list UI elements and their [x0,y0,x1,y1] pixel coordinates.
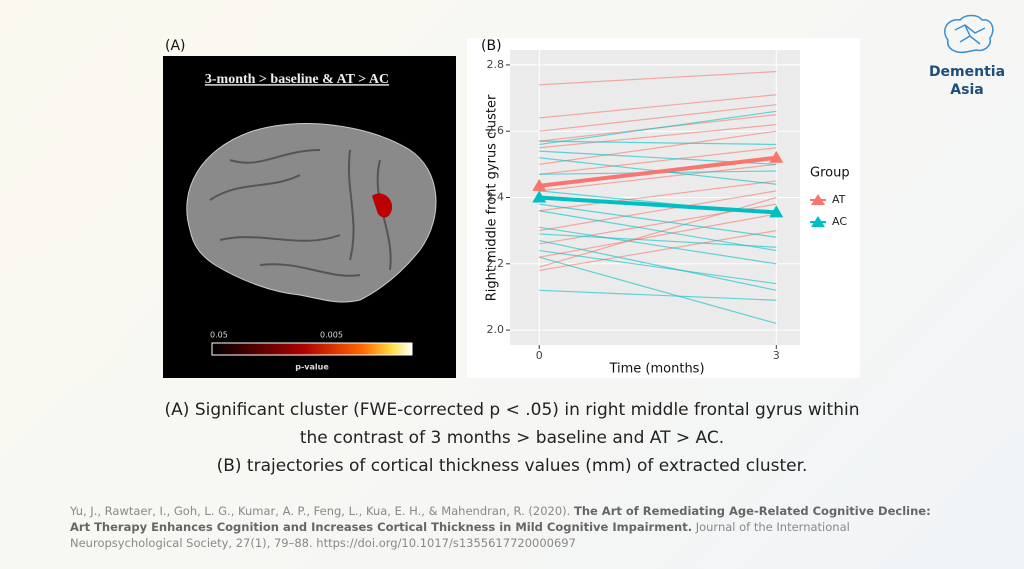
individual-line [539,233,777,248]
y-tick-label: 2.8 [487,58,505,71]
panel-title: 3-month > baseline & AT > AC [205,72,389,87]
mean-point [532,190,547,203]
individual-line [539,240,777,291]
colorbar-label: 0.005 [320,331,343,340]
individual-line [539,147,777,175]
x-tick-label: 0 [536,349,543,362]
caption: (A) Significant cluster (FWE-corrected p… [164,400,860,420]
caption: the contrast of 3 months > baseline and … [299,428,725,448]
individual-line [539,140,777,146]
individual-line [539,190,777,232]
figure: Dementia Asia (A) 3-month > baseline & A… [163,14,1005,378]
panel-label: (B) [481,38,502,54]
x-axis-title: Time (months) [608,362,704,377]
individual-line [539,249,777,285]
colorbar-title: p-value [295,363,329,372]
individual-line [539,210,777,252]
logo-text: Asia [950,82,983,98]
cluster [372,193,393,218]
individual-line [539,123,777,149]
individual-line [539,70,777,86]
individual-line [539,130,777,165]
mean-point [769,205,784,218]
colorbar [211,342,413,356]
individual-line [539,230,777,272]
citation-source: Journal of the International Neuropsycho… [70,520,850,550]
panel-label: (A) [165,38,186,54]
mean-line [539,155,777,188]
citation-authors: Yu, J., Rawtaer, I., Goh, L. G., Kumar, … [70,504,574,518]
individual-line [539,289,777,301]
individual-line [539,203,777,238]
individual-line [539,163,777,192]
citation: Yu, J., Rawtaer, I., Goh, L. G., Kumar, … [70,503,950,551]
individual-line [539,110,777,146]
logo-icon [944,14,994,54]
y-tick-label: 2.0 [487,323,505,336]
citation-title: The Art of Remediating Age-Related Cogni… [70,504,931,534]
brain-folds [209,149,392,277]
logo-text: Dementia [929,64,1005,80]
brain [186,123,437,303]
legend-label: AT [832,193,846,206]
x-tick-label: 3 [773,349,780,362]
individual-line [539,256,777,325]
individual-line [539,226,777,265]
legend-label: AC [832,215,847,228]
individual-line [539,213,777,258]
caption: (B) trajectories of cortical thickness v… [216,456,808,476]
individual-line [539,180,777,212]
y-axis-title: Right middle front gyrus cluster [485,94,500,301]
mean-line [539,195,777,215]
mean-point [532,178,547,191]
individual-line [539,94,777,119]
legend-title: Group [810,166,850,181]
individual-line [539,104,777,132]
mean-point [769,150,784,163]
colorbar-label: 0.05 [210,331,228,340]
y-tick-label: 2.2 [487,257,505,270]
y-tick-label: 2.6 [487,124,505,137]
y-tick-label: 2.4 [487,191,505,204]
